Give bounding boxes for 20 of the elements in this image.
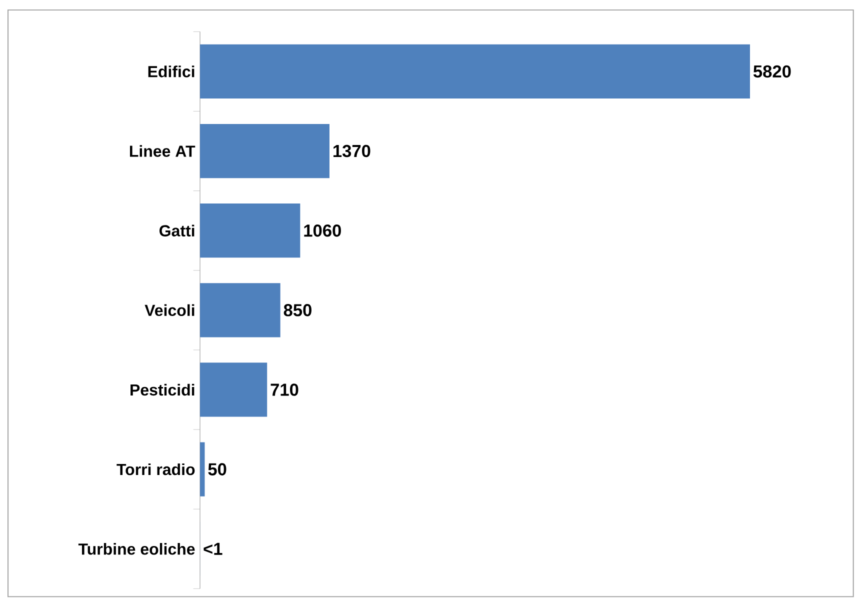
- data-label: 710: [270, 384, 298, 396]
- data-label: <1: [204, 542, 222, 555]
- y-tick-label: Torri radio: [116, 463, 195, 476]
- bar: [200, 124, 330, 178]
- y-tick-label: Veicoli: [144, 304, 194, 316]
- y-tick-label: Gatti: [160, 224, 194, 236]
- bar: [200, 283, 280, 338]
- y-tick-label: Edifici: [148, 66, 194, 78]
- bar: [200, 204, 300, 258]
- bar: [200, 362, 268, 417]
- bar: [200, 442, 205, 496]
- data-label: 850: [284, 304, 312, 316]
- y-tick-label: Linee AT: [130, 145, 196, 157]
- data-label: 50: [208, 463, 226, 476]
- y-tick-label: Turbine eoliche: [78, 543, 195, 555]
- data-label: 5820: [753, 65, 791, 78]
- data-label: 1060: [304, 224, 341, 237]
- data-label: 1370: [333, 144, 370, 158]
- y-tick-label: Pesticidi: [130, 384, 194, 396]
- bar: [200, 44, 750, 99]
